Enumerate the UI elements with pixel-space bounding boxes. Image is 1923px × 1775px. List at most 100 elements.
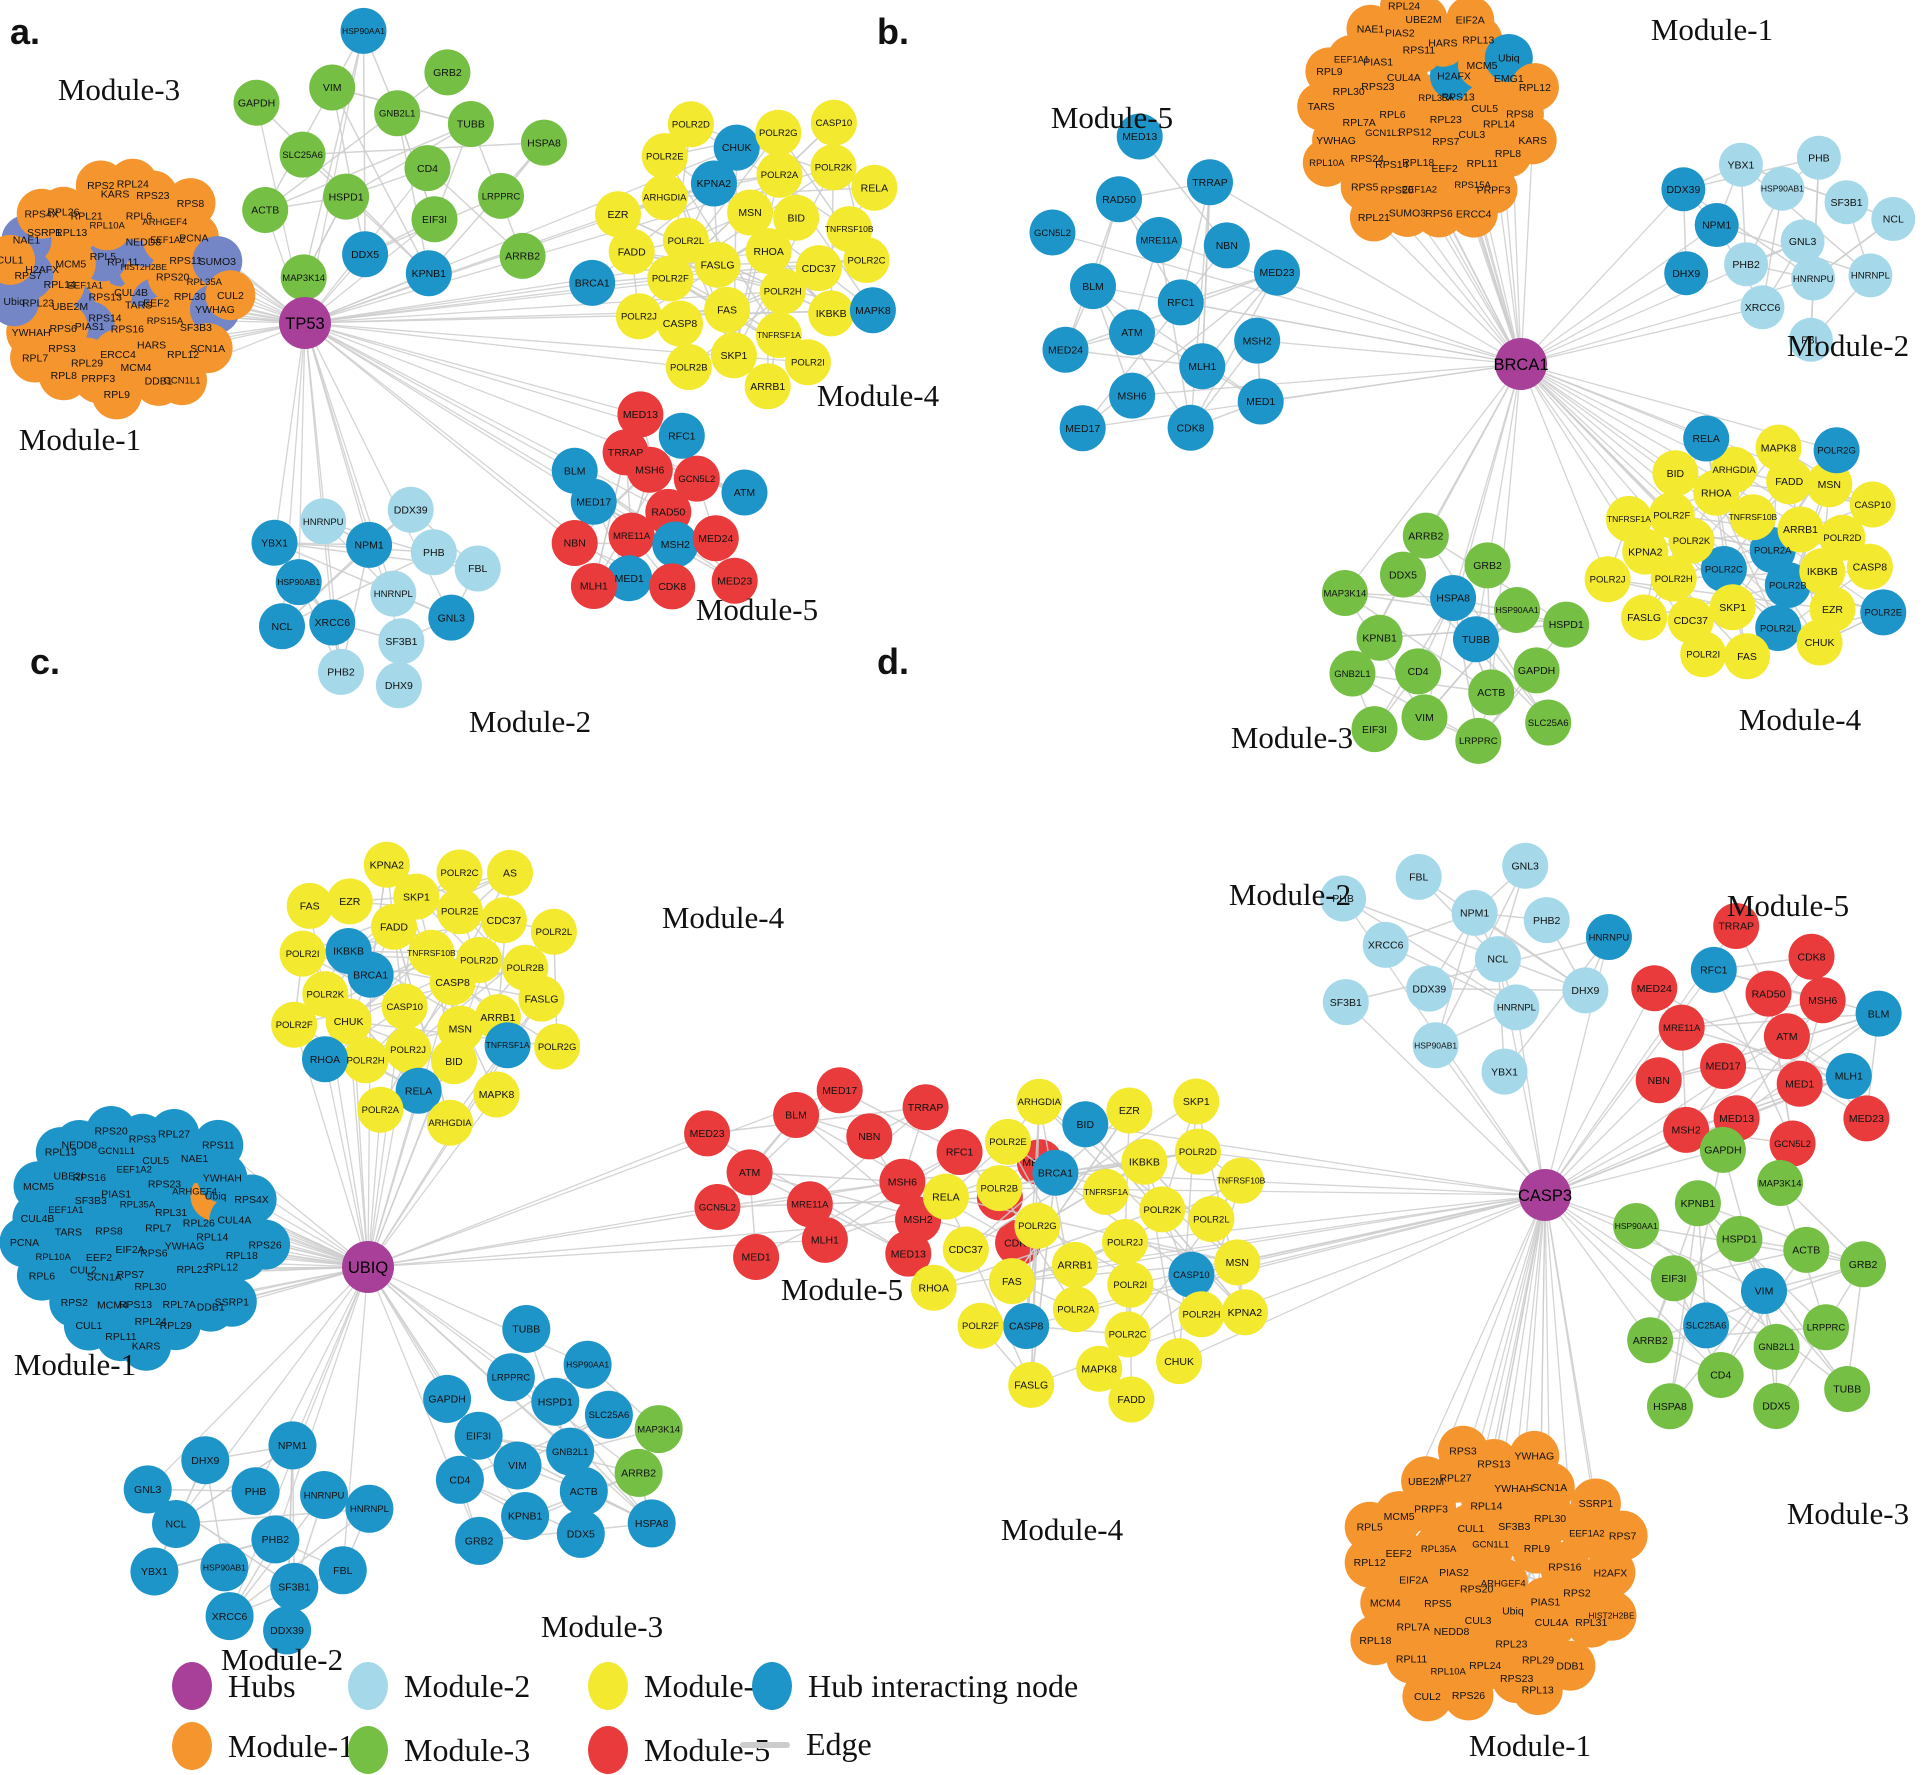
node-b-ERCC4[interactable]: [1449, 189, 1498, 238]
node-d-RPL5[interactable]: [1344, 1501, 1395, 1552]
node-d-UBE2M[interactable]: [1401, 1456, 1452, 1507]
node-a-POLR2J[interactable]: [615, 293, 662, 340]
node-a-MSN[interactable]: [727, 189, 774, 236]
node-c-MRE11A[interactable]: [786, 1181, 833, 1228]
node-c-PHB2[interactable]: [251, 1515, 300, 1564]
node-d-MED17[interactable]: [1700, 1043, 1747, 1089]
node-c-NPM1[interactable]: [268, 1421, 317, 1470]
node-c-RPS11[interactable]: [193, 1119, 244, 1170]
node-c-POLR2E[interactable]: [436, 888, 483, 935]
node-b-CD4[interactable]: [1395, 648, 1442, 695]
node-a-MSH2[interactable]: [652, 521, 699, 568]
node-b-MAPK8[interactable]: [1755, 424, 1802, 471]
node-c-AS[interactable]: [487, 849, 533, 896]
node-b-TNFRSF1A[interactable]: [1605, 495, 1652, 542]
node-b-MED17[interactable]: [1059, 405, 1106, 452]
node-b-RPL10A[interactable]: [1302, 138, 1351, 187]
node-d-ATM[interactable]: [1763, 1013, 1810, 1060]
node-b-POLR2I[interactable]: [1680, 631, 1727, 678]
node-a-BID[interactable]: [773, 194, 820, 241]
node-b-NPM1[interactable]: [1694, 203, 1739, 247]
node-d-RPS26[interactable]: [1443, 1670, 1494, 1721]
node-d-HSPA8[interactable]: [1647, 1383, 1693, 1430]
node-b-PHB[interactable]: [1796, 135, 1841, 180]
node-d-FBL[interactable]: [1395, 853, 1442, 900]
node-c-KPNA2[interactable]: [363, 841, 410, 888]
node-b-SF3B1[interactable]: [1824, 180, 1869, 225]
node-c-DDX39[interactable]: [263, 1606, 312, 1655]
node-b-ACTB[interactable]: [1468, 669, 1515, 716]
node-c-POLR2J[interactable]: [385, 1026, 432, 1073]
node-c-MED23[interactable]: [684, 1110, 731, 1157]
node-d-NCL[interactable]: [1474, 936, 1521, 983]
node-a-EZR[interactable]: [595, 191, 641, 238]
node-c-HNRNPU[interactable]: [300, 1471, 349, 1519]
node-a-MLH1[interactable]: [570, 563, 617, 609]
node-b-HSP90AB1[interactable]: [1760, 166, 1805, 211]
node-d-GRB2[interactable]: [1840, 1241, 1886, 1288]
node-d-RHOA[interactable]: [910, 1264, 957, 1311]
node-d-ARRB1[interactable]: [1052, 1241, 1098, 1288]
node-d-PHB[interactable]: [1320, 875, 1367, 922]
node-b-MED23[interactable]: [1254, 249, 1300, 296]
node-d-NPM1[interactable]: [1451, 889, 1498, 936]
node-a-RELA[interactable]: [851, 164, 898, 211]
node-d-POLR2D[interactable]: [1174, 1128, 1221, 1175]
node-c-CD4[interactable]: [435, 1455, 484, 1504]
node-d-SLC25A6[interactable]: [1683, 1302, 1730, 1349]
node-c-RPS20[interactable]: [86, 1106, 137, 1156]
node-b-RPL21[interactable]: [1349, 193, 1398, 242]
node-b-LRPPRC[interactable]: [1455, 717, 1502, 764]
node-a-HNRNPL[interactable]: [370, 570, 417, 617]
node-b-KPNB1[interactable]: [1356, 614, 1403, 661]
node-d-FASLG[interactable]: [1008, 1361, 1055, 1408]
node-b-KARS[interactable]: [1508, 116, 1557, 165]
node-d-MED23[interactable]: [1843, 1095, 1890, 1142]
node-c-MED13[interactable]: [885, 1230, 932, 1277]
node-b-RAD50[interactable]: [1096, 176, 1142, 223]
node-b-GAPDH[interactable]: [1513, 647, 1560, 694]
node-a-GCN5L2[interactable]: [673, 455, 720, 502]
node-d-MRE11A[interactable]: [1658, 1004, 1705, 1051]
node-a-MAP3K14[interactable]: [280, 254, 327, 301]
node-c-TNFRSF10B[interactable]: [408, 929, 455, 976]
node-b-DHX9[interactable]: [1664, 251, 1709, 296]
node-c-GNL3[interactable]: [123, 1465, 172, 1514]
node-b-CDK8[interactable]: [1167, 404, 1214, 451]
node-b-MED24[interactable]: [1042, 326, 1089, 373]
node-a-GRB2[interactable]: [424, 49, 471, 96]
node-a-MED13[interactable]: [617, 391, 664, 438]
node-b-NBN[interactable]: [1203, 222, 1250, 269]
node-d-HIST2H2BE[interactable]: [1586, 1590, 1637, 1641]
node-a-PHB2[interactable]: [318, 648, 364, 695]
node-b-POLR2B[interactable]: [1764, 562, 1811, 608]
node-d-LRPPRC[interactable]: [1803, 1304, 1849, 1351]
node-d-CASP8[interactable]: [1003, 1303, 1050, 1349]
node-c-MED1[interactable]: [733, 1234, 780, 1280]
node-a-TRRAP[interactable]: [602, 429, 649, 476]
node-c-EZR[interactable]: [326, 878, 373, 925]
node-a-ATM[interactable]: [721, 469, 768, 516]
node-a-VIM[interactable]: [309, 64, 356, 111]
node-a-FAS[interactable]: [704, 286, 751, 333]
node-c-GCN5L2[interactable]: [694, 1184, 741, 1230]
node-a-CHUK[interactable]: [713, 124, 760, 171]
node-c-HSPD1[interactable]: [531, 1377, 580, 1426]
node-d-DHX9[interactable]: [1562, 967, 1609, 1014]
node-c-MAP3K14[interactable]: [634, 1405, 683, 1454]
node-d-PHB2[interactable]: [1523, 897, 1570, 944]
node-a-NBN[interactable]: [551, 520, 598, 566]
node-d-ACTB[interactable]: [1783, 1226, 1830, 1273]
node-b-NCL[interactable]: [1871, 197, 1916, 241]
node-c-NBN[interactable]: [846, 1113, 893, 1160]
node-b-TNFRSF10B[interactable]: [1729, 494, 1776, 541]
node-c-KARS[interactable]: [121, 1320, 172, 1371]
node-a-CD4[interactable]: [404, 145, 451, 192]
node-c-POLR2K[interactable]: [302, 971, 349, 1018]
node-b-MSH6[interactable]: [1109, 372, 1156, 419]
node-a-DHX9[interactable]: [375, 662, 422, 709]
node-c-GAPDH[interactable]: [423, 1374, 472, 1423]
node-b-MRE11A[interactable]: [1136, 217, 1182, 263]
node-b-DDX5[interactable]: [1380, 551, 1426, 598]
node-a-POLR2E[interactable]: [641, 133, 688, 180]
